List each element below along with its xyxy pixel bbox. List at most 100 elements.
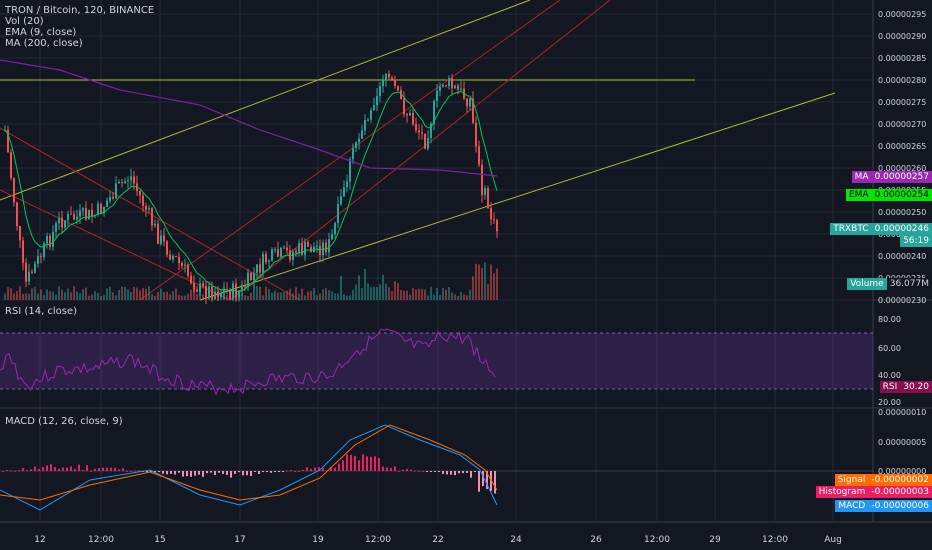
candle-body (28, 271, 30, 282)
candle-body (145, 205, 147, 210)
macd-indicator-label[interactable]: MACD (12, 26, close, 9) (5, 416, 123, 427)
macd-histogram-bar (282, 471, 284, 472)
ma-indicator-label[interactable]: MA (200, close) (5, 38, 83, 49)
macd-tick-label: 0.00000010 (878, 408, 926, 417)
candle-body (157, 223, 159, 244)
macd-histogram-bar (78, 464, 80, 471)
candle-body (34, 263, 36, 273)
volume-bar (61, 289, 63, 300)
candle-body (334, 222, 336, 235)
volume-bar (496, 268, 498, 300)
candle-body (166, 241, 168, 255)
macd-histogram-bar (314, 467, 316, 471)
volume-bar (31, 288, 33, 300)
signal-tag-value: -0.00000002 (868, 474, 932, 486)
candle-body (367, 119, 369, 121)
candle-body (439, 86, 441, 91)
price-tick-label: 0.00000295 (878, 10, 926, 19)
volume-bar (151, 294, 153, 300)
macd-histogram-bar (54, 467, 56, 471)
price-tick-label: 0.00000275 (878, 98, 926, 107)
candle-body (457, 85, 459, 90)
volume-bar (319, 293, 321, 300)
macd-histogram-bar (42, 467, 44, 471)
volume-bar (460, 291, 462, 300)
volume-bar (421, 288, 423, 300)
macd-histogram-bar (470, 471, 472, 478)
volume-bar (37, 293, 39, 300)
candle-body (358, 138, 360, 143)
symbol-title[interactable]: TRON / Bitcoin, 120, BINANCE (5, 5, 155, 16)
time-tick-label: 26 (590, 535, 602, 545)
macd-histogram-bar (70, 466, 72, 471)
rsi-tick-label: 80.00 (878, 315, 901, 324)
macd-histogram-bar (346, 454, 348, 471)
candle-body (142, 195, 144, 206)
volume-bar (19, 286, 21, 300)
candle-body (484, 188, 486, 196)
macd-histogram-bar (102, 467, 104, 471)
volume-bar (229, 293, 231, 300)
volume-bar (52, 291, 54, 300)
candle-body (70, 213, 72, 215)
volume-bar (394, 281, 396, 300)
bar-countdown: 56:19 (900, 235, 932, 247)
candle-body (493, 219, 495, 221)
rsi-tick-label: 40.00 (878, 371, 901, 380)
candle-body (37, 256, 39, 264)
volume-bar (433, 294, 435, 300)
volume-bar (454, 294, 456, 300)
volume-bar (349, 295, 351, 300)
volume-bar (376, 287, 378, 300)
candle-body (181, 262, 183, 266)
candle-body (112, 196, 114, 199)
macd-histogram-bar (270, 471, 272, 473)
macd-histogram-bar (382, 466, 384, 471)
candle-body (265, 253, 267, 263)
volume-bar (118, 289, 120, 300)
candle-body (409, 112, 411, 116)
ema-indicator-label[interactable]: EMA (9, close) (5, 27, 77, 38)
rsi-legend: RSI (14, close) (5, 306, 77, 317)
candle-body (385, 73, 387, 81)
macd-histogram-bar (366, 456, 368, 471)
price-tick-label: 0.00000290 (878, 32, 926, 41)
candle-body (337, 204, 339, 223)
volume-bar (493, 273, 495, 300)
macd-tick-label: 0.00000005 (878, 438, 926, 447)
volume-bar (358, 275, 360, 300)
signal-line (0, 424, 498, 501)
macd-histogram-bar (22, 468, 24, 471)
candle-body (412, 112, 414, 125)
volume-bar (232, 286, 234, 300)
candle-body (397, 85, 399, 91)
volume-indicator-label[interactable]: Vol (20) (5, 16, 44, 27)
macd-histogram-bar (34, 466, 36, 471)
volume-bar (205, 288, 207, 300)
rsi-indicator-label[interactable]: RSI (14, close) (5, 306, 78, 317)
macd-legend: MACD (12, 26, close, 9) (5, 416, 123, 427)
candle-body (442, 84, 444, 87)
macd-histogram-bar (374, 456, 376, 471)
volume-bar (328, 290, 330, 300)
candle-body (298, 243, 300, 254)
macd-histogram-bar (362, 454, 364, 471)
volume-bar (475, 263, 477, 300)
macd-histogram-bar (302, 469, 304, 471)
volume-bar (280, 292, 282, 300)
macd-histogram-bar (218, 471, 220, 473)
volume-bar (91, 294, 93, 300)
candle-body (187, 264, 189, 276)
macd-histogram-bar (334, 467, 336, 471)
volume-bar (85, 287, 87, 300)
candle-body (79, 210, 81, 217)
volume-bar (214, 292, 216, 300)
macd-histogram-bar (94, 468, 96, 471)
candle-body (190, 275, 192, 283)
macd-histogram-bar (394, 466, 396, 471)
volume-bar (154, 295, 156, 300)
price-tick-label: 0.00000285 (878, 54, 926, 63)
candle-body (247, 272, 249, 288)
candle-body (451, 78, 453, 89)
